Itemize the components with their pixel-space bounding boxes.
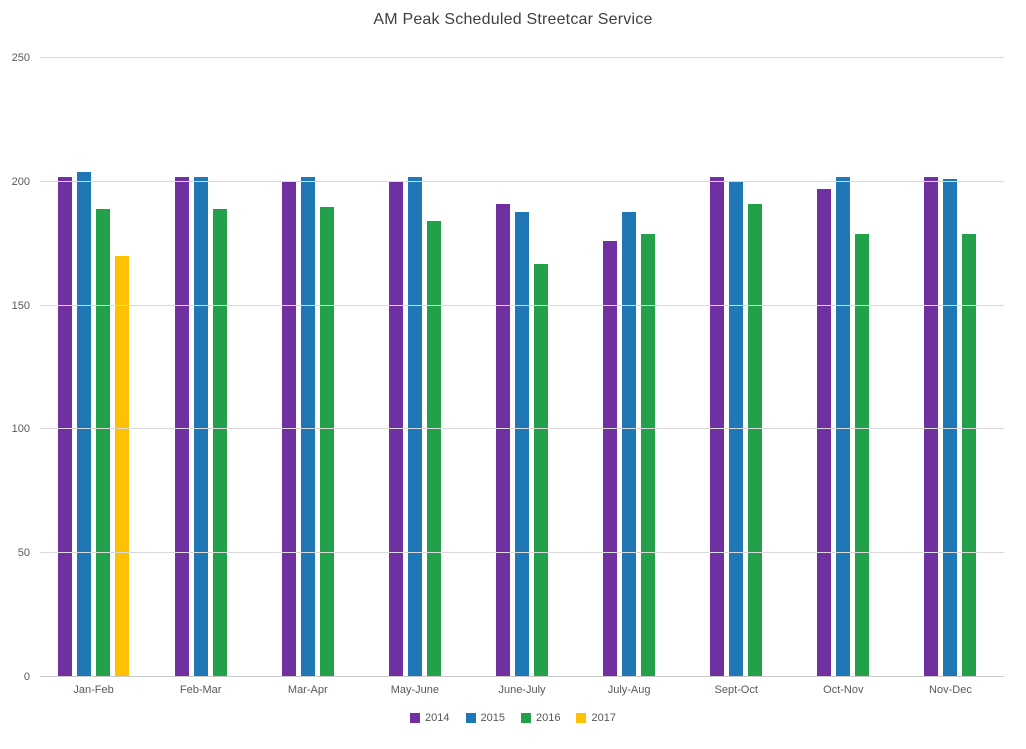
legend-swatch [576,713,587,723]
bar-2014 [817,189,832,677]
legend-label: 2014 [425,712,450,724]
bar-2015 [729,181,744,677]
x-tick-label: June-July [498,684,546,696]
y-tick-label: 50 [17,547,30,560]
x-tick-label: Sept-Oct [714,684,758,696]
y-tick-label: 200 [11,175,30,188]
category-group [897,58,1004,677]
bar-2016 [426,221,441,677]
category-group [468,58,575,677]
gridline [40,57,1004,58]
bar-2015 [77,171,92,677]
bar-2015 [836,176,851,677]
bar-2015 [622,211,637,677]
legend-swatch [521,713,531,723]
bar-2015 [300,176,315,677]
legend-swatch [465,713,476,723]
bar-2017 [115,256,130,677]
x-tick-label: July-Aug [607,684,651,696]
x-tick-label: Nov-Dec [929,684,972,696]
x-tick-label: Feb-Mar [179,684,222,696]
y-tick-label: 0 [23,671,30,683]
category-group [683,58,790,677]
y-tick-label: 250 [11,52,30,64]
x-axis-labels: Jan-Feb Feb-Mar Mar-Apr May-June June-July Ju… [40,684,1004,696]
legend-item-2014: 2014 [410,712,450,724]
legend-swatch [410,713,421,723]
bar-2016 [212,209,227,677]
x-tick-label: Jan-Feb [73,684,114,696]
y-tick-label: 100 [11,423,30,436]
x-tick-label: May-June [390,684,440,696]
x-axis-line [40,676,1004,677]
bar-2014 [174,176,189,677]
bar-2016 [748,204,763,677]
plot-columns [40,58,1004,677]
bar-2016 [96,209,111,677]
gridline [40,304,1004,306]
bar-2014 [495,204,510,677]
bar-2015 [514,211,529,677]
bar-2016 [962,233,977,677]
category-group [361,58,468,677]
bar-2014 [58,176,73,677]
category-group [790,58,897,677]
y-axis-labels: 0 50 100 150 200 250 [0,52,34,683]
category-group [147,58,254,677]
bar-2016 [855,233,870,677]
chart-title: AM Peak Scheduled Streetcar Service [373,11,653,28]
legend-label: 2016 [536,712,561,724]
x-tick-label: Oct-Nov [823,684,864,696]
bar-2014 [281,181,296,677]
gridline [40,180,1004,182]
bar-2014 [388,181,403,677]
bar-2015 [193,176,208,677]
category-group [576,58,683,677]
legend: 2014 2015 2016 2017 [0,712,1026,724]
gridline [40,428,1004,430]
gridline [40,552,1004,554]
legend-item-2017: 2017 [576,712,616,724]
plot-area [40,57,1004,677]
bar-2014 [603,241,618,677]
legend-label: 2015 [480,712,505,724]
legend-item-2015: 2015 [465,712,505,724]
bar-2016 [319,206,334,677]
category-group [40,58,147,677]
bar-2014 [710,176,725,677]
bar-2015 [407,176,422,677]
legend-item-2016: 2016 [521,712,560,724]
category-group [254,58,361,677]
bar-2016 [641,233,656,677]
bar-2016 [533,263,548,677]
bar-2014 [924,176,939,677]
x-tick-label: Mar-Apr [287,684,328,696]
y-tick-label: 150 [11,299,30,312]
legend-label: 2017 [591,712,616,724]
